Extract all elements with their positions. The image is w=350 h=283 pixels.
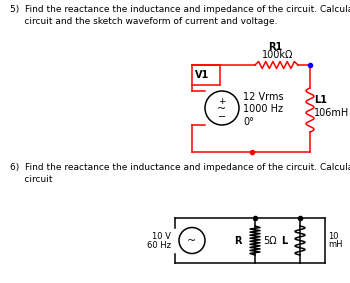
- Text: 10: 10: [328, 232, 338, 241]
- Text: mH: mH: [328, 240, 343, 249]
- Text: ~: ~: [217, 104, 227, 114]
- Text: R1: R1: [268, 42, 282, 52]
- Text: 1000 Hz: 1000 Hz: [243, 104, 283, 114]
- Text: L1: L1: [314, 95, 327, 105]
- Text: 5)  Find the reactance the inductance and impedance of the circuit. Calculate th: 5) Find the reactance the inductance and…: [10, 5, 350, 26]
- Text: 6)  Find the reactance the inductance and impedance of the circuit. Calculate th: 6) Find the reactance the inductance and…: [10, 163, 350, 184]
- Text: 12 Vrms: 12 Vrms: [243, 92, 284, 102]
- Text: −: −: [218, 112, 226, 122]
- Text: R: R: [234, 235, 242, 245]
- Text: 106mH: 106mH: [314, 108, 349, 118]
- Text: 100kΩ: 100kΩ: [262, 50, 294, 60]
- Text: ~: ~: [187, 235, 197, 245]
- Text: 60 Hz: 60 Hz: [147, 241, 171, 250]
- Text: 5Ω: 5Ω: [263, 235, 277, 245]
- Text: 10 V: 10 V: [152, 232, 171, 241]
- Text: V1: V1: [195, 70, 209, 80]
- Text: L: L: [281, 235, 287, 245]
- Text: 0°: 0°: [243, 117, 254, 127]
- Text: +: +: [218, 97, 226, 106]
